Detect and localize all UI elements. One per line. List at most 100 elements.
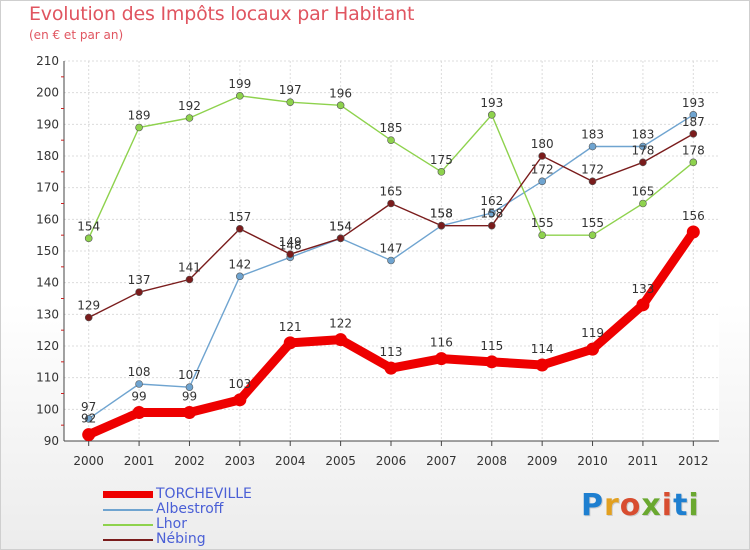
x-tick-label: 2011 bbox=[628, 454, 659, 468]
x-tick-label: 2003 bbox=[225, 454, 256, 468]
data-label: 155 bbox=[581, 216, 604, 230]
x-tick-label: 2000 bbox=[73, 454, 104, 468]
data-point bbox=[588, 231, 597, 239]
data-point bbox=[686, 225, 700, 239]
data-label: 116 bbox=[430, 336, 453, 350]
data-label: 178 bbox=[631, 143, 654, 157]
data-point bbox=[387, 136, 395, 144]
data-label: 149 bbox=[279, 235, 302, 249]
legend-swatch-nebing bbox=[103, 539, 153, 541]
data-point bbox=[84, 313, 93, 322]
data-label: 141 bbox=[178, 261, 201, 275]
data-label: 178 bbox=[682, 143, 705, 157]
data-point bbox=[336, 234, 345, 243]
data-label: 133 bbox=[631, 282, 654, 296]
data-label: 114 bbox=[531, 342, 554, 356]
data-label: 142 bbox=[228, 257, 251, 271]
data-point bbox=[286, 250, 295, 258]
data-point bbox=[639, 142, 647, 151]
data-label: 108 bbox=[128, 365, 151, 379]
data-label: 192 bbox=[178, 99, 201, 113]
data-label: 156 bbox=[682, 209, 705, 223]
data-point bbox=[334, 333, 348, 347]
data-point bbox=[689, 130, 698, 138]
data-label: 172 bbox=[581, 162, 604, 176]
data-point bbox=[586, 342, 600, 356]
logo-letter: i bbox=[688, 488, 700, 523]
x-tick-label: 2001 bbox=[124, 454, 155, 468]
x-tick-label: 2008 bbox=[476, 454, 507, 468]
data-label: 199 bbox=[228, 77, 251, 91]
data-label: 154 bbox=[329, 219, 352, 233]
x-tick-label: 2005 bbox=[325, 454, 356, 468]
data-point bbox=[236, 92, 244, 100]
data-label: 193 bbox=[480, 96, 503, 110]
legend-label-nebing: Nébing bbox=[156, 531, 206, 547]
data-label: 99 bbox=[131, 390, 146, 404]
data-point bbox=[588, 177, 597, 186]
data-point bbox=[487, 209, 496, 217]
y-tick-label: 170 bbox=[36, 181, 59, 195]
data-label: 157 bbox=[228, 210, 251, 224]
data-label: 158 bbox=[430, 207, 453, 221]
data-label: 115 bbox=[480, 339, 503, 353]
y-tick-label: 140 bbox=[36, 276, 59, 290]
data-label: 175 bbox=[430, 153, 453, 167]
data-point bbox=[437, 221, 446, 230]
data-point bbox=[82, 428, 96, 442]
data-point bbox=[185, 114, 194, 122]
data-label: 154 bbox=[329, 219, 352, 233]
data-point bbox=[535, 358, 549, 372]
data-point bbox=[135, 123, 143, 132]
data-label: 183 bbox=[581, 128, 604, 142]
data-label: 158 bbox=[480, 207, 503, 221]
data-point bbox=[233, 393, 247, 407]
data-label: 113 bbox=[380, 345, 403, 359]
legend-swatch-torcheville bbox=[103, 491, 153, 498]
data-point bbox=[336, 101, 345, 110]
data-label: 189 bbox=[128, 109, 151, 123]
data-point bbox=[286, 98, 295, 106]
legend-label-albestroff: Albestroff bbox=[156, 501, 224, 517]
y-tick-label: 180 bbox=[36, 149, 59, 163]
logo-letter: P bbox=[581, 488, 604, 523]
data-label: 155 bbox=[531, 216, 554, 230]
data-point bbox=[487, 111, 496, 119]
x-tick-label: 2010 bbox=[577, 454, 608, 468]
data-label: 158 bbox=[430, 207, 453, 221]
data-label: 103 bbox=[228, 377, 251, 391]
proxiti-logo: Proxiti bbox=[581, 488, 700, 523]
data-label: 183 bbox=[631, 128, 654, 142]
y-tick-label: 120 bbox=[36, 339, 59, 353]
data-point bbox=[487, 221, 496, 230]
data-point bbox=[283, 336, 297, 350]
data-label: 121 bbox=[279, 320, 302, 334]
chart-subtitle: (en € et par an) bbox=[29, 28, 124, 42]
data-point bbox=[135, 380, 143, 388]
y-tick-label: 150 bbox=[36, 244, 59, 258]
x-tick-label: 2007 bbox=[426, 454, 457, 468]
logo-letter: i bbox=[661, 488, 674, 523]
data-label: 197 bbox=[279, 83, 302, 97]
data-point bbox=[689, 158, 698, 167]
chart-title: Evolution des Impôts locaux par Habitant bbox=[29, 3, 415, 25]
x-tick-label: 2004 bbox=[275, 454, 306, 468]
y-tick-label: 100 bbox=[36, 402, 59, 416]
x-tick-label: 2006 bbox=[376, 454, 407, 468]
data-point bbox=[639, 199, 647, 208]
data-point bbox=[182, 406, 196, 419]
data-point bbox=[387, 199, 395, 208]
x-tick-label: 2002 bbox=[174, 454, 205, 468]
legend-label-torcheville: TORCHEVILLE bbox=[156, 486, 252, 502]
data-label: 92 bbox=[81, 412, 96, 426]
data-label: 137 bbox=[128, 273, 151, 287]
y-tick-label: 130 bbox=[36, 307, 59, 321]
data-point bbox=[236, 225, 244, 233]
y-tick-label: 200 bbox=[36, 86, 59, 100]
x-tick-label: 2009 bbox=[527, 454, 558, 468]
logo-letter: t bbox=[673, 488, 689, 523]
data-label: 129 bbox=[77, 299, 100, 313]
y-tick-label: 210 bbox=[36, 54, 59, 68]
legend-swatch-albestroff bbox=[103, 509, 153, 511]
